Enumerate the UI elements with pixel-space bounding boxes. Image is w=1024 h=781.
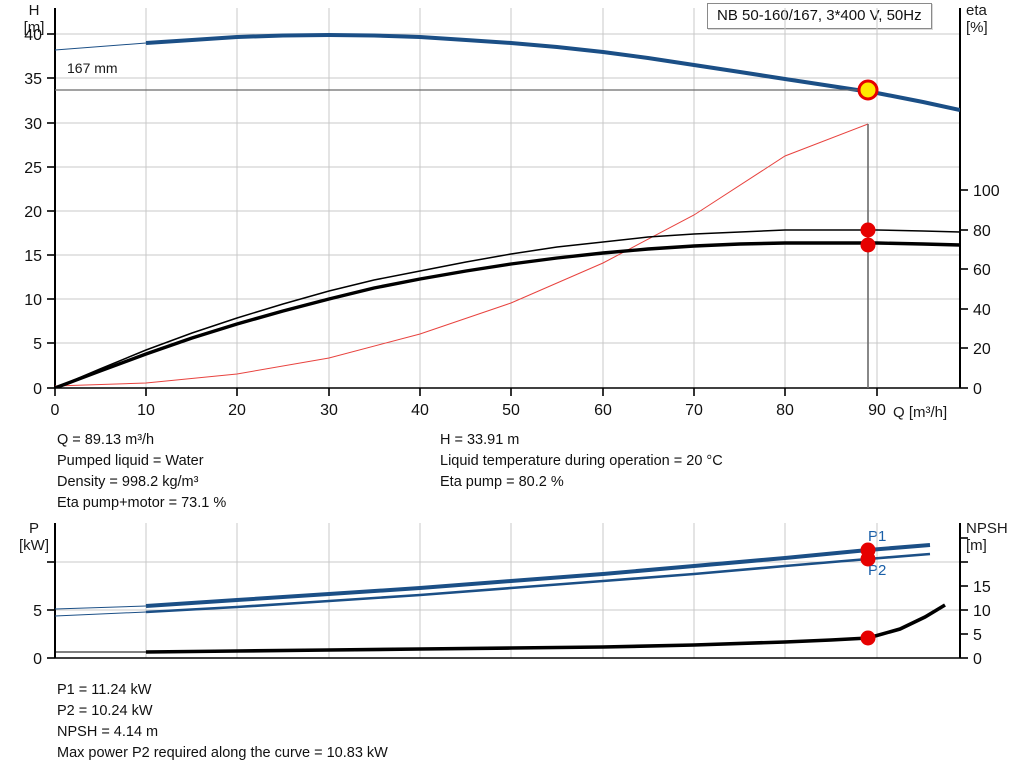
pump-model-title: NB 50-160/167, 3*400 V, 50Hz xyxy=(707,3,932,29)
head-curve-extension xyxy=(55,42,147,51)
duty-info-density: Density = 998.2 kg/m³ xyxy=(57,474,199,490)
svg-text:0: 0 xyxy=(33,651,42,668)
svg-text:0: 0 xyxy=(973,651,982,668)
top-axis-lines xyxy=(54,8,961,389)
bottom-right-tick-labels: 0 5 10 15 xyxy=(973,579,991,668)
head-eta-plot: 0 5 10 15 20 25 30 35 40 0 20 xyxy=(24,8,1000,419)
svg-text:0: 0 xyxy=(973,381,982,398)
bottom-vertical-gridlines xyxy=(54,523,961,658)
p1-curve xyxy=(145,543,931,608)
duty-info-h: H = 33.91 m xyxy=(440,432,520,448)
bottom-left-tick-labels: 0 5 xyxy=(33,603,42,668)
duty-point-eta-pump-marker xyxy=(860,222,876,238)
power-info-npsh: NPSH = 4.14 m xyxy=(57,724,159,740)
svg-text:10: 10 xyxy=(24,292,42,309)
svg-text:5: 5 xyxy=(33,336,42,353)
svg-text:10: 10 xyxy=(973,603,991,620)
npsh-curve xyxy=(145,603,946,654)
top-vertical-gridlines xyxy=(54,8,961,388)
duty-point-eta-pump-motor-marker xyxy=(860,237,876,253)
duty-info-eta-pump-motor: Eta pump+motor = 73.1 % xyxy=(57,495,227,511)
svg-text:0: 0 xyxy=(33,381,42,398)
eta-pump-curve xyxy=(55,229,960,388)
svg-text:20: 20 xyxy=(24,204,42,221)
top-bottom-ticks xyxy=(54,388,878,396)
p1-curve-extension xyxy=(55,605,147,610)
svg-text:60: 60 xyxy=(594,402,612,419)
system-curve xyxy=(55,123,869,387)
duty-info-eta-pump: Eta pump = 80.2 % xyxy=(440,474,564,490)
svg-text:20: 20 xyxy=(228,402,246,419)
top-right-tick-labels: 0 20 40 60 80 100 xyxy=(973,183,1000,398)
svg-text:15: 15 xyxy=(24,248,42,265)
svg-text:30: 30 xyxy=(24,116,42,133)
impeller-size-label: 167 mm xyxy=(67,60,118,76)
head-curve xyxy=(145,32,960,112)
svg-text:70: 70 xyxy=(685,402,703,419)
duty-info-right-column: H = 33.91 m Liquid temperature during op… xyxy=(440,430,723,493)
svg-text:40: 40 xyxy=(24,27,42,44)
duty-info-left-column: Q = 89.13 m³/h Pumped liquid = Water Den… xyxy=(57,430,226,514)
svg-text:80: 80 xyxy=(973,223,991,240)
power-info-p1: P1 = 11.24 kW xyxy=(57,682,152,698)
svg-text:50: 50 xyxy=(502,402,520,419)
top-right-ticks xyxy=(960,189,968,389)
top-left-tick-labels: 0 5 10 15 20 25 30 35 40 xyxy=(24,27,42,398)
duty-info-q: Q = 89.13 m³/h xyxy=(57,432,155,448)
duty-point-head-marker xyxy=(857,79,879,101)
svg-text:25: 25 xyxy=(24,160,42,177)
svg-text:40: 40 xyxy=(973,302,991,319)
power-info-max-p2: Max power P2 required along the curve = … xyxy=(57,745,388,761)
svg-text:60: 60 xyxy=(973,262,991,279)
svg-text:0: 0 xyxy=(51,402,60,419)
power-npsh-plot: 0 5 0 5 10 15 xyxy=(33,523,991,668)
bottom-axis-lines xyxy=(54,523,961,659)
svg-text:10: 10 xyxy=(137,402,155,419)
duty-info-block: Q = 89.13 m³/h Pumped liquid = Water Den… xyxy=(0,430,1024,511)
top-x-tick-labels: 0 10 20 30 40 50 60 70 80 90 xyxy=(51,402,886,419)
top-left-ticks xyxy=(47,33,55,389)
top-x-axis-title: Q [m³/h] xyxy=(893,404,948,421)
svg-text:40: 40 xyxy=(411,402,429,419)
p2-curve-extension xyxy=(55,611,147,617)
power-npsh-chart: P [kW] NPSH [m] P1 P2 xyxy=(0,518,1024,673)
power-info-p2: P2 = 10.24 kW xyxy=(57,703,153,719)
p2-curve xyxy=(145,552,931,614)
svg-text:30: 30 xyxy=(320,402,338,419)
eta-pump-motor-curve xyxy=(55,241,960,388)
top-horizontal-gridlines xyxy=(55,33,960,344)
head-eta-chart: H [m] eta [%] NB 50-160/167, 3*400 V, 50… xyxy=(24,2,1000,421)
svg-text:5: 5 xyxy=(33,603,42,620)
svg-text:35: 35 xyxy=(24,71,42,88)
duty-info-liquid: Pumped liquid = Water xyxy=(57,453,204,469)
svg-text:20: 20 xyxy=(973,341,991,358)
power-info-block: P1 = 11.24 kW P2 = 10.24 kW NPSH = 4.14 … xyxy=(57,680,957,770)
svg-text:90: 90 xyxy=(868,402,886,419)
bottom-left-ticks xyxy=(47,561,55,659)
bottom-right-ticks xyxy=(960,537,968,659)
svg-text:5: 5 xyxy=(973,627,982,644)
svg-text:100: 100 xyxy=(973,183,1000,200)
svg-text:80: 80 xyxy=(776,402,794,419)
duty-point-npsh-marker xyxy=(860,630,876,646)
svg-text:15: 15 xyxy=(973,579,991,596)
duty-info-temperature: Liquid temperature during operation = 20… xyxy=(440,453,723,469)
duty-point-p2-marker xyxy=(860,551,876,567)
